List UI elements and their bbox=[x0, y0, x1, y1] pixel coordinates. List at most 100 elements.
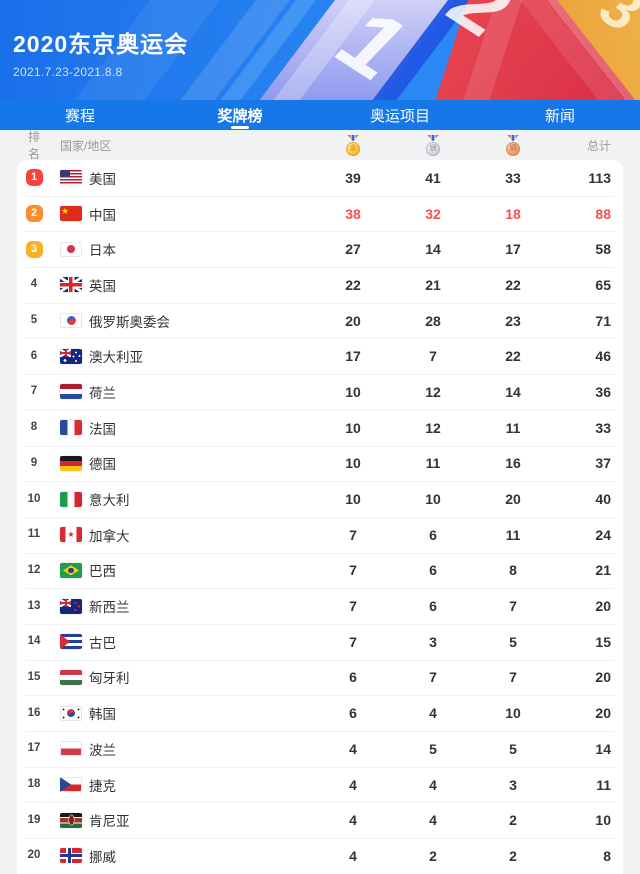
gold-count: 4 bbox=[349, 812, 357, 829]
silver-count: 6 bbox=[429, 526, 437, 543]
gold-count: 39 bbox=[345, 169, 361, 186]
country-name: 挪威 bbox=[89, 849, 116, 865]
rank-cell: 4 bbox=[23, 276, 45, 293]
rank-badge: 3 bbox=[25, 240, 43, 258]
table-row[interactable]: 12 巴西 7 6 8 21 bbox=[17, 552, 623, 589]
country-name: 澳大利亚 bbox=[89, 350, 143, 366]
gold-count: 22 bbox=[345, 276, 361, 293]
table-row[interactable]: 8 法国 10 12 11 33 bbox=[17, 409, 623, 446]
ribbon-icon bbox=[427, 134, 439, 142]
country-name: 荷兰 bbox=[89, 385, 116, 401]
gold-count: 10 bbox=[345, 491, 361, 508]
table-row[interactable]: 6 澳大利亚 17 7 22 46 bbox=[17, 338, 623, 374]
rank-cell: 1 bbox=[23, 169, 45, 187]
table-row[interactable]: 20 挪威 4 2 2 8 bbox=[17, 838, 623, 874]
silver-count: 7 bbox=[429, 669, 437, 686]
rank-cell: 14 bbox=[23, 633, 45, 650]
bronze-count: 22 bbox=[505, 348, 521, 365]
rank-cell: 13 bbox=[23, 598, 45, 615]
table-row[interactable]: 19 肯尼亚 4 4 2 10 bbox=[17, 802, 623, 838]
country-flag-icon bbox=[60, 170, 82, 186]
gold-count: 4 bbox=[349, 740, 357, 757]
table-row[interactable]: 14 古巴 7 3 5 15 bbox=[17, 623, 623, 660]
rank-cell: 12 bbox=[23, 562, 45, 579]
silver-count: 11 bbox=[425, 455, 441, 472]
rank-cell: 19 bbox=[23, 812, 45, 829]
silver-count: 12 bbox=[425, 383, 441, 400]
country-name: 新西兰 bbox=[89, 600, 130, 616]
total-count: 21 bbox=[595, 562, 611, 579]
tab-olympic-events[interactable]: 奥运项目 bbox=[369, 107, 430, 125]
table-row[interactable]: 7 荷兰 10 12 14 36 bbox=[17, 374, 623, 410]
bronze-count: 8 bbox=[509, 562, 517, 579]
country-flag-icon bbox=[60, 741, 82, 757]
bronze-count: 16 bbox=[505, 455, 521, 472]
total-count: 65 bbox=[595, 276, 611, 293]
flag-cell bbox=[45, 777, 89, 793]
table-row[interactable]: 2 中国 38 32 18 88 bbox=[17, 195, 623, 232]
flag-cell bbox=[45, 669, 89, 685]
table-row[interactable]: 9 德国 10 11 16 37 bbox=[17, 445, 623, 482]
country-name: 匈牙利 bbox=[89, 671, 130, 687]
country-name: 巴西 bbox=[89, 564, 116, 580]
bronze-count: 20 bbox=[505, 491, 521, 508]
table-row[interactable]: 18 捷克 4 4 3 11 bbox=[17, 766, 623, 803]
total-count: 88 bbox=[595, 205, 611, 222]
table-row[interactable]: 11 加拿大 7 6 11 24 bbox=[17, 516, 623, 553]
table-row[interactable]: 16 韩国 6 4 10 20 bbox=[17, 695, 623, 731]
header-banner: 1 2 3 2020东京奥运会 2021.7.23-2021.8.8 bbox=[0, 0, 640, 100]
silver-count: 32 bbox=[425, 205, 441, 222]
total-count: 20 bbox=[595, 669, 611, 686]
bronze-count: 11 bbox=[505, 526, 521, 543]
total-count: 113 bbox=[588, 169, 611, 186]
silver-medal-icon: 银 bbox=[425, 134, 441, 156]
table-row[interactable]: 10 意大利 10 10 20 40 bbox=[17, 481, 623, 517]
rank-badge: 9 bbox=[30, 456, 38, 469]
flag-cell bbox=[45, 634, 89, 650]
silver-count: 21 bbox=[425, 276, 441, 293]
rank-badge: 5 bbox=[30, 314, 38, 327]
rank-badge: 16 bbox=[27, 706, 41, 719]
silver-count: 2 bbox=[429, 847, 437, 864]
rank-badge: 4 bbox=[30, 278, 38, 291]
table-row[interactable]: 13 新西兰 7 6 7 20 bbox=[17, 588, 623, 624]
bronze-count: 14 bbox=[505, 383, 521, 400]
rank-badge: 12 bbox=[27, 563, 41, 576]
rank-cell: 20 bbox=[23, 847, 45, 864]
flag-cell bbox=[45, 598, 89, 614]
country-name: 美国 bbox=[89, 171, 116, 187]
table-row[interactable]: 5 俄罗斯奥委会 20 28 23 71 bbox=[17, 302, 623, 339]
rank-badge: 14 bbox=[27, 635, 41, 648]
tab-medal-table[interactable]: 奖牌榜 bbox=[160, 100, 320, 130]
total-count: 46 bbox=[595, 348, 611, 365]
rank-cell: 3 bbox=[23, 240, 45, 258]
rank-cell: 16 bbox=[23, 705, 45, 722]
rank-badge: 15 bbox=[27, 670, 41, 683]
country-name: 捷克 bbox=[89, 778, 116, 794]
country-flag-icon bbox=[60, 313, 82, 329]
nav-tabs: 赛程 奖牌榜 奥运项目 新闻 bbox=[0, 100, 640, 130]
tab-news[interactable]: 新闻 bbox=[544, 107, 575, 125]
country-flag-icon bbox=[60, 206, 82, 222]
bronze-count: 17 bbox=[505, 241, 521, 258]
tab-schedule[interactable]: 赛程 bbox=[64, 107, 95, 125]
table-row[interactable]: 4 英国 22 21 22 65 bbox=[17, 267, 623, 303]
rank-badge: 13 bbox=[27, 599, 41, 612]
rank-badge: 6 bbox=[30, 349, 38, 362]
country-name: 中国 bbox=[89, 207, 116, 223]
total-count: 71 bbox=[595, 312, 611, 329]
gold-count: 20 bbox=[345, 312, 361, 329]
country-name: 古巴 bbox=[89, 635, 116, 651]
table-row[interactable]: 15 匈牙利 6 7 7 20 bbox=[17, 659, 623, 696]
flag-cell bbox=[45, 741, 89, 757]
silver-count: 4 bbox=[429, 776, 437, 793]
table-row[interactable]: 1 美国 39 41 33 113 bbox=[17, 160, 623, 196]
flag-cell bbox=[45, 420, 89, 436]
gold-count: 6 bbox=[349, 705, 357, 722]
table-row[interactable]: 3 日本 27 14 17 58 bbox=[17, 231, 623, 267]
table-row[interactable]: 17 波兰 4 5 5 14 bbox=[17, 731, 623, 767]
country-name: 肯尼亚 bbox=[89, 814, 130, 830]
rank-badge: 10 bbox=[27, 492, 41, 505]
country-flag-icon bbox=[60, 812, 82, 828]
country-flag-icon bbox=[60, 848, 82, 864]
